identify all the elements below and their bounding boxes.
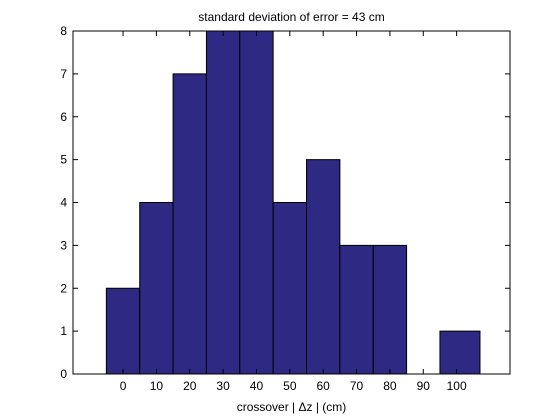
x-tick-label: 60 — [317, 379, 331, 393]
histogram-bar — [439, 330, 481, 375]
y-tick-label: 6 — [60, 110, 67, 124]
histogram-bar — [272, 202, 308, 375]
y-tick-label: 3 — [60, 238, 67, 252]
histogram-bar — [339, 244, 374, 375]
y-tick-label: 7 — [60, 67, 67, 81]
histogram-bar — [139, 202, 174, 375]
x-tick-label: 50 — [283, 379, 297, 393]
histogram-bar — [239, 30, 274, 375]
y-tick-label: 4 — [60, 196, 67, 210]
y-tick-label: 0 — [60, 367, 67, 381]
x-tick-label: 100 — [447, 379, 467, 393]
histogram-bar — [105, 287, 141, 375]
y-tick-label: 2 — [60, 281, 67, 295]
x-tick-label: 70 — [350, 379, 364, 393]
chart-title: standard deviation of error = 43 cm — [198, 10, 384, 24]
bars-layer — [105, 30, 481, 375]
y-tick-label: 1 — [60, 324, 67, 338]
histogram-bar — [372, 244, 408, 375]
x-tick-label: 30 — [216, 379, 230, 393]
histogram-bar — [205, 30, 241, 375]
x-tick-label: 80 — [383, 379, 397, 393]
y-tick-label: 8 — [60, 24, 67, 38]
x-axis-label: crossover | Δz | (cm) — [237, 400, 347, 414]
x-tick-label: 90 — [417, 379, 431, 393]
x-tick-label: 10 — [150, 379, 164, 393]
ticks-layer: 0 10 20 30 40 50 60 70 80 90 100 0 1 2 3 4 5 6 7 8 — [60, 24, 510, 393]
x-tick-label: 40 — [250, 379, 264, 393]
histogram-bar — [306, 159, 341, 375]
histogram-bar — [172, 73, 207, 375]
x-tick-label: 20 — [183, 379, 197, 393]
y-tick-label: 5 — [60, 153, 67, 167]
x-tick-label: 0 — [120, 379, 127, 393]
